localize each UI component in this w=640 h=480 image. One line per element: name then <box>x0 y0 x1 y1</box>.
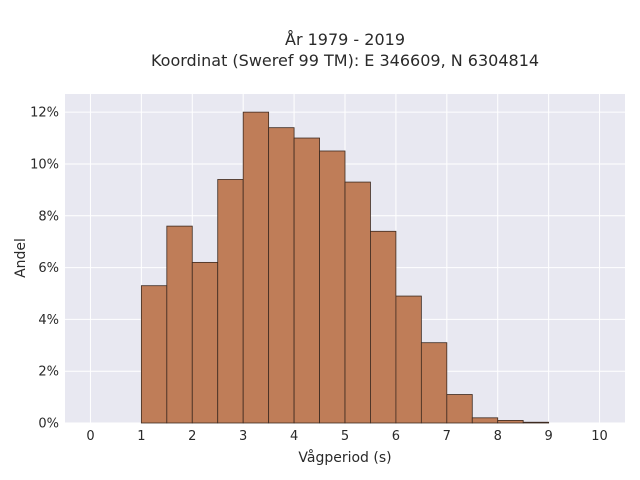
histogram-bar <box>191 261 219 424</box>
x-axis-label: Vågperiod (s) <box>298 449 391 466</box>
histogram-bar <box>344 181 371 424</box>
y-tick-label: 2% <box>38 365 59 380</box>
histogram-bar <box>217 179 244 424</box>
x-tick-label: 2 <box>188 429 196 444</box>
x-tick-label: 4 <box>290 429 298 444</box>
x-tick-label: 3 <box>239 429 247 444</box>
histogram-bar <box>471 417 499 424</box>
histogram-bar <box>166 225 193 424</box>
histogram-bar <box>420 342 448 424</box>
bars-group <box>140 111 550 424</box>
histogram-bar <box>319 150 346 424</box>
y-axis-label: Andel <box>13 238 29 278</box>
histogram-bar <box>242 111 270 424</box>
histogram-bar <box>395 295 422 424</box>
histogram-bar <box>370 230 397 424</box>
x-tick-label: 8 <box>494 429 502 444</box>
x-tick-label: 1 <box>137 429 145 444</box>
x-tick-label: 9 <box>544 429 552 444</box>
y-tick-label: 0% <box>38 417 59 432</box>
y-tick-label: 10% <box>30 157 59 172</box>
histogram-bar <box>268 127 295 424</box>
histogram-bar <box>293 137 320 424</box>
x-tick-label: 7 <box>443 429 451 444</box>
x-tick-label: 10 <box>591 429 608 444</box>
chart-title-line2: Koordinat (Sweref 99 TM): E 346609, N 63… <box>151 51 539 70</box>
y-tick-label: 4% <box>38 313 59 328</box>
y-axis-ticks: 0% 2% 4% 6% 8% 10% 12% <box>30 106 59 432</box>
x-tick-label: 6 <box>392 429 400 444</box>
x-axis-ticks: 0 1 2 3 4 5 6 7 8 9 10 <box>86 429 608 444</box>
y-tick-label: 8% <box>38 209 59 224</box>
x-tick-label: 0 <box>86 429 94 444</box>
y-tick-label: 12% <box>30 106 59 121</box>
histogram-bar <box>522 421 550 424</box>
x-tick-label: 5 <box>341 429 349 444</box>
y-tick-label: 6% <box>38 261 59 276</box>
histogram-bar <box>446 394 473 424</box>
histogram-bar <box>497 420 524 424</box>
chart-title-line1: År 1979 - 2019 <box>285 30 405 49</box>
histogram-bar <box>140 285 168 424</box>
